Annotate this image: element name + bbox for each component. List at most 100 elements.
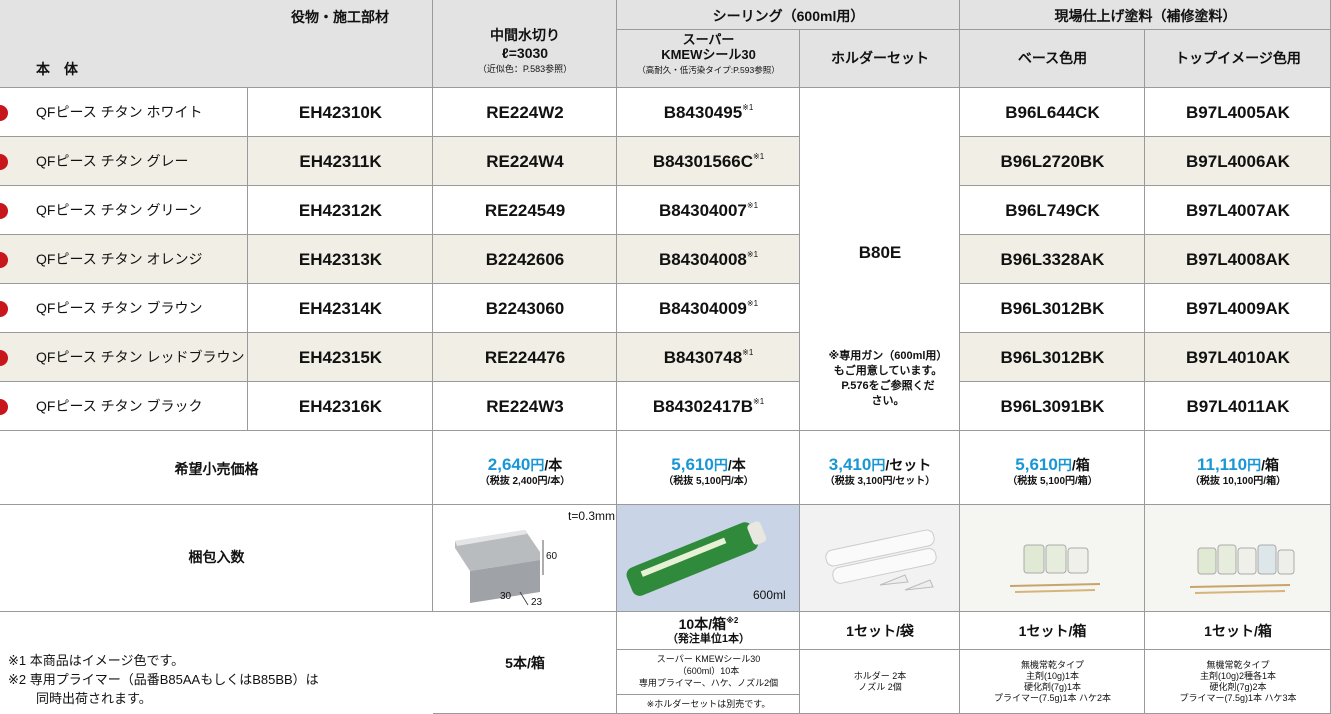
row-cell xyxy=(617,137,800,186)
base-code: B96L749CK xyxy=(1005,201,1100,220)
base-detail: 無機常乾タイプ xyxy=(1020,660,1084,670)
row-cell xyxy=(960,235,1145,284)
price-tax: （税抜 10,100円/箱） xyxy=(1189,476,1287,487)
base-detail: 主剤(10g)1本 xyxy=(1025,671,1080,681)
top-code: B97L4010AK xyxy=(1186,348,1290,367)
drain-code: B2242606 xyxy=(485,250,565,269)
kmew-detail-cell xyxy=(617,650,800,695)
sealant-code: B84301566C※1 xyxy=(617,152,800,172)
row-cell xyxy=(960,333,1145,382)
top-detail: プライマー(7.5g)1本 ハケ3本 xyxy=(1179,693,1297,703)
top-code: B97L4005AK xyxy=(1186,103,1290,122)
footnote-mark: ※1 xyxy=(753,397,765,406)
row-cell xyxy=(0,88,248,137)
row-cell xyxy=(433,186,617,235)
price-unit: 円 xyxy=(1247,457,1262,473)
row-cell xyxy=(617,88,800,137)
header-kmew-cell xyxy=(617,30,800,88)
base-code: B96L2720BK xyxy=(1000,152,1105,171)
row-cell xyxy=(1145,284,1331,333)
sealant-code: B8430748※1 xyxy=(617,348,800,368)
header-holder-cell xyxy=(800,30,960,88)
price-amount: 2,640 xyxy=(487,455,531,474)
width-label: 30 xyxy=(500,591,512,602)
kmew-detail: 専用プライマー、ハケ、ノズル2個 xyxy=(638,678,779,688)
row-cell xyxy=(1145,137,1331,186)
price-cell xyxy=(1145,431,1331,505)
product-name: QFピース チタン オレンジ xyxy=(36,251,203,267)
kmew-count-cell xyxy=(617,612,800,650)
product-code: EH42313K xyxy=(298,250,383,269)
kmew-count: 10本/箱※2 xyxy=(617,616,800,632)
base-code: B96L644CK xyxy=(1005,103,1100,122)
top-count-cell xyxy=(1145,612,1331,650)
price-per: /箱 xyxy=(1261,457,1279,473)
row-cell xyxy=(433,88,617,137)
footnote-mark: ※2 xyxy=(726,616,739,625)
product-code: EH42314K xyxy=(298,299,383,318)
row-cell xyxy=(617,186,800,235)
sealant-code: B84304009※1 xyxy=(617,299,800,319)
row-cell xyxy=(433,235,617,284)
price: 2,640円/本 xyxy=(433,455,617,475)
color-dot xyxy=(0,349,8,366)
row-cell xyxy=(248,137,433,186)
row-cell xyxy=(960,88,1145,137)
row-cell xyxy=(0,137,248,186)
holder-note: P.576をご参照くだ xyxy=(841,380,935,392)
product-code: EH42315K xyxy=(298,348,383,367)
kmew-count-text: 10本/箱 xyxy=(678,616,727,632)
price-cell xyxy=(433,431,617,505)
paint-title: 現場仕上げ塗料（補修塗料） xyxy=(1054,8,1237,24)
kmew-sub: （発注単位1本） xyxy=(666,633,751,645)
price: 11,110円/箱 xyxy=(1145,455,1331,475)
row-cell xyxy=(248,382,433,431)
row-cell xyxy=(433,333,617,382)
price-per: /セット xyxy=(885,457,932,473)
price-unit: 円 xyxy=(713,457,728,473)
row-cell xyxy=(1145,186,1331,235)
header-base-cell xyxy=(960,30,1145,88)
footnote: ※2 専用プライマー（品番B85AAもしくはB85BB）は xyxy=(8,672,319,687)
row-cell xyxy=(617,333,800,382)
price: 5,610円/本 xyxy=(617,455,800,475)
footnote: ※1 本商品はイメージ色です。 xyxy=(8,653,185,668)
sealant-number: B8430495 xyxy=(663,103,743,122)
row-cell xyxy=(248,186,433,235)
drain-code: RE224W2 xyxy=(486,103,564,122)
price-label: 希望小売価格 xyxy=(174,461,259,477)
row-cell xyxy=(0,235,248,284)
price-unit: 円 xyxy=(871,457,886,473)
row-cell xyxy=(960,382,1145,431)
kmew-line1: スーパー xyxy=(682,32,735,47)
sealant-number: B84301566C xyxy=(652,152,754,171)
height-label: 60 xyxy=(546,551,558,562)
row-cell xyxy=(0,333,248,382)
sealant-number: B8430748 xyxy=(663,348,743,367)
drain-code: RE224W3 xyxy=(486,397,564,416)
footnote-mark: ※1 xyxy=(746,250,759,259)
price-per: /本 xyxy=(544,457,563,473)
base-code: B96L3012BK xyxy=(1000,299,1105,318)
color-dot xyxy=(0,104,8,121)
price-amount: 3,410 xyxy=(828,455,872,474)
price-tax: （税抜 3,100円/セット） xyxy=(824,476,936,487)
holder-note: さい。 xyxy=(871,395,905,407)
product-code: EH42311K xyxy=(299,152,382,171)
base-count: 1セット/箱 xyxy=(1018,623,1087,639)
top-detail: 無機常乾タイプ xyxy=(1206,660,1270,670)
row-cell xyxy=(433,284,617,333)
sealant-number: B84304009 xyxy=(658,299,747,318)
sealant-code: B8430495※1 xyxy=(617,103,800,123)
holder-code: B80E xyxy=(858,243,902,262)
price-cell xyxy=(800,431,960,505)
header-paint-cell xyxy=(960,0,1331,30)
kmew-note: ※ホルダーセットは別売です。 xyxy=(646,699,771,709)
header-main-cell xyxy=(0,0,433,88)
top-code: B97L4008AK xyxy=(1186,250,1290,269)
price-cell xyxy=(617,431,800,505)
row-cell xyxy=(960,284,1145,333)
sealant-number: B84304008 xyxy=(658,250,747,269)
footnote: 同時出荷されます。 xyxy=(36,691,152,706)
